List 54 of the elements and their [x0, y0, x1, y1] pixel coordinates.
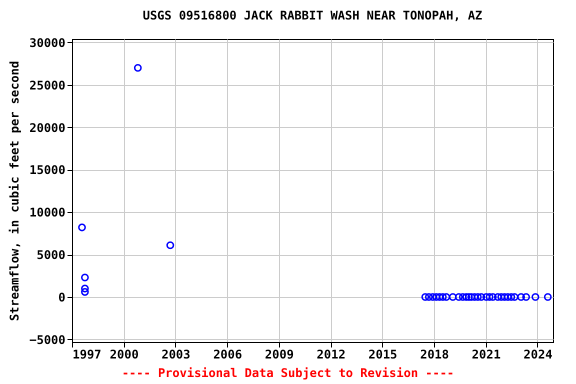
x-tick-label: 2012: [316, 348, 346, 362]
point: [486, 293, 494, 301]
point: [134, 64, 142, 72]
x-tick-label: 2024: [524, 348, 552, 362]
x-tick-label: 2003: [161, 348, 190, 362]
point: [462, 293, 470, 301]
x-tick-label: 2006: [213, 348, 242, 362]
y-tick-label: 5000: [36, 248, 66, 262]
point: [424, 293, 433, 301]
x-tick-label: 2015: [368, 348, 398, 362]
x-tick-label: 2018: [420, 348, 449, 362]
point: [166, 241, 174, 250]
point: [442, 293, 450, 301]
point: [448, 293, 457, 301]
text: ---- Provisional Data Subject to Revision ----: [120, 366, 456, 380]
y-tick-label: 30000: [29, 36, 66, 50]
point: [497, 293, 506, 301]
point: [482, 293, 490, 301]
point: [544, 293, 552, 301]
point: [517, 293, 526, 301]
point: [428, 293, 437, 301]
point: [81, 274, 89, 282]
y-tick-label: 20000: [29, 120, 66, 135]
point: [81, 284, 89, 292]
point: [522, 293, 530, 301]
point: [438, 293, 447, 301]
y-tick-label: 15000: [29, 163, 66, 178]
y-tick-label: 25000: [29, 78, 66, 92]
x-tick-label: 2021: [472, 348, 501, 362]
point: [474, 293, 482, 301]
x-tick-label: 2000: [110, 348, 139, 362]
y-tick-label: 0: [58, 290, 66, 305]
point: [470, 293, 478, 301]
point: [532, 293, 540, 301]
point: [432, 293, 440, 301]
point: [500, 293, 508, 301]
chart-title: USGS 09516800 JACK RABBIT WASH NEAR TONOPAH, AZ: [142, 8, 482, 22]
point: [458, 293, 467, 301]
point: [510, 293, 518, 301]
point: [488, 293, 497, 301]
y-tick-label: 10000: [29, 206, 66, 220]
point: [421, 293, 430, 301]
x-tick-label: 2009: [264, 348, 294, 362]
point: [494, 293, 502, 301]
point: [454, 293, 463, 301]
point: [507, 293, 516, 301]
y-axis-title: Streamflow, in cubic feet per second: [7, 60, 22, 322]
y-tick-label: −5000: [29, 332, 66, 347]
point: [504, 293, 512, 301]
x-tick-label: 1997: [72, 348, 102, 362]
point: [477, 293, 486, 301]
point: [78, 224, 86, 232]
point: [81, 288, 89, 296]
point: [436, 293, 444, 301]
